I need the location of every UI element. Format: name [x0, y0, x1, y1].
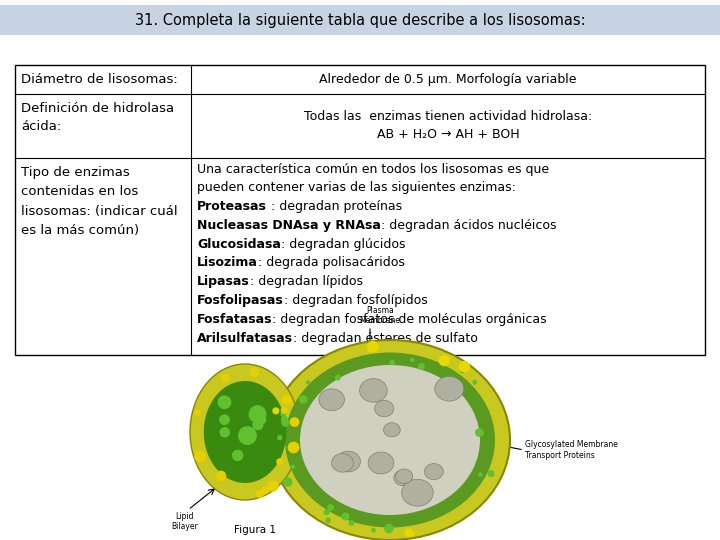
Ellipse shape — [288, 442, 300, 454]
Ellipse shape — [327, 504, 334, 511]
Ellipse shape — [384, 423, 400, 437]
Ellipse shape — [256, 490, 264, 498]
Ellipse shape — [348, 520, 354, 526]
Ellipse shape — [319, 389, 344, 410]
Text: Nucleasas DNAsa y RNAsa: Nucleasas DNAsa y RNAsa — [197, 219, 381, 232]
Ellipse shape — [256, 414, 266, 425]
Ellipse shape — [487, 470, 495, 477]
Ellipse shape — [371, 528, 376, 532]
Ellipse shape — [359, 379, 387, 402]
Ellipse shape — [299, 395, 307, 404]
Ellipse shape — [272, 407, 279, 414]
Ellipse shape — [300, 365, 480, 515]
Ellipse shape — [418, 363, 425, 370]
Ellipse shape — [194, 409, 201, 416]
Bar — [0, 5, 720, 35]
Ellipse shape — [221, 374, 230, 382]
Ellipse shape — [461, 369, 464, 374]
Ellipse shape — [325, 517, 331, 523]
Ellipse shape — [368, 452, 394, 474]
Ellipse shape — [405, 529, 413, 537]
Ellipse shape — [331, 454, 354, 472]
Text: Lipid
Bilayer: Lipid Bilayer — [171, 512, 199, 531]
Text: : degradan lípidos: : degradan lípidos — [250, 275, 363, 288]
Ellipse shape — [306, 380, 310, 385]
Text: : degradan ácidos nucléicos: : degradan ácidos nucléicos — [381, 219, 557, 232]
Text: : degrada polisacáridos: : degrada polisacáridos — [258, 256, 405, 269]
Ellipse shape — [281, 416, 288, 423]
Ellipse shape — [394, 470, 413, 485]
Ellipse shape — [459, 361, 470, 372]
Ellipse shape — [282, 418, 289, 427]
Ellipse shape — [335, 374, 341, 381]
Text: : degradan glúcidos: : degradan glúcidos — [281, 238, 405, 251]
Text: Definición de hidrolasa
ácida:: Definición de hidrolasa ácida: — [21, 103, 174, 133]
Ellipse shape — [291, 464, 295, 469]
Text: : degradan ésteres de sulfato: : degradan ésteres de sulfato — [293, 332, 478, 345]
Text: : degradan proteínas: : degradan proteínas — [267, 200, 402, 213]
Text: Diámetro de lisosomas:: Diámetro de lisosomas: — [21, 73, 178, 86]
Ellipse shape — [396, 469, 413, 483]
Ellipse shape — [190, 364, 300, 500]
Ellipse shape — [374, 401, 394, 417]
Ellipse shape — [276, 458, 283, 465]
Ellipse shape — [435, 376, 464, 401]
Ellipse shape — [478, 472, 482, 477]
Text: pueden contener varias de las siguientes enzimas:: pueden contener varias de las siguientes… — [197, 181, 516, 194]
Ellipse shape — [285, 353, 495, 528]
Text: Glycosylated Membrane
Transport Proteins: Glycosylated Membrane Transport Proteins — [525, 440, 618, 460]
Text: : degradan fosfolípidos: : degradan fosfolípidos — [284, 294, 428, 307]
Ellipse shape — [217, 395, 231, 409]
Ellipse shape — [270, 340, 510, 540]
Text: Plasma
Membrane: Plasma Membrane — [359, 306, 400, 325]
Text: Alrededor de 0.5 μm. Morfología variable: Alrededor de 0.5 μm. Morfología variable — [319, 73, 577, 86]
Ellipse shape — [409, 531, 415, 537]
Ellipse shape — [261, 487, 269, 494]
Text: AB + H₂O → AH + BOH: AB + H₂O → AH + BOH — [377, 129, 519, 141]
Text: : degradan fosfatos de moléculas orgánicas: : degradan fosfatos de moléculas orgánic… — [272, 313, 547, 326]
Ellipse shape — [219, 414, 230, 425]
Ellipse shape — [367, 341, 379, 353]
Ellipse shape — [248, 405, 266, 423]
Ellipse shape — [438, 355, 450, 366]
Text: 31. Completa la siguiente tabla que describe a los lisosomas:: 31. Completa la siguiente tabla que desc… — [135, 12, 585, 28]
Ellipse shape — [281, 395, 292, 406]
Ellipse shape — [336, 451, 361, 472]
Ellipse shape — [232, 450, 243, 461]
Text: Figura 1: Figura 1 — [234, 525, 276, 535]
Ellipse shape — [277, 435, 282, 441]
Text: Fosfatasas: Fosfatasas — [197, 313, 272, 326]
Text: Lipasas: Lipasas — [197, 275, 250, 288]
Ellipse shape — [267, 480, 279, 492]
Ellipse shape — [253, 419, 264, 430]
Ellipse shape — [323, 509, 330, 515]
Ellipse shape — [402, 480, 433, 506]
Text: Tipo de enzimas
contenidas en los
lisosomas: (indicar cuál
es la más común): Tipo de enzimas contenidas en los lisoso… — [21, 166, 178, 237]
Ellipse shape — [424, 464, 444, 480]
Ellipse shape — [384, 524, 394, 533]
Ellipse shape — [289, 417, 300, 427]
Ellipse shape — [250, 367, 259, 377]
Ellipse shape — [283, 477, 292, 487]
Ellipse shape — [390, 360, 395, 366]
Text: Fosfolipasas: Fosfolipasas — [197, 294, 284, 307]
Ellipse shape — [238, 426, 257, 445]
Ellipse shape — [341, 512, 349, 521]
Text: Una característica común en todos los lisosomas es que: Una característica común en todos los li… — [197, 163, 549, 176]
Ellipse shape — [410, 357, 415, 362]
Text: Lisozima: Lisozima — [197, 256, 258, 269]
Ellipse shape — [281, 407, 288, 414]
Ellipse shape — [280, 411, 286, 417]
Text: Arilsulfatasas: Arilsulfatasas — [197, 332, 293, 345]
Ellipse shape — [475, 428, 484, 437]
Ellipse shape — [194, 451, 206, 462]
Text: Todas las  enzimas tienen actividad hidrolasa:: Todas las enzimas tienen actividad hidro… — [304, 110, 592, 124]
Text: Glucosidasa: Glucosidasa — [197, 238, 281, 251]
Bar — [15, 65, 705, 355]
Ellipse shape — [216, 471, 226, 481]
Ellipse shape — [204, 381, 287, 483]
Text: Proteasas: Proteasas — [197, 200, 267, 213]
Ellipse shape — [472, 380, 477, 385]
Ellipse shape — [220, 427, 230, 437]
